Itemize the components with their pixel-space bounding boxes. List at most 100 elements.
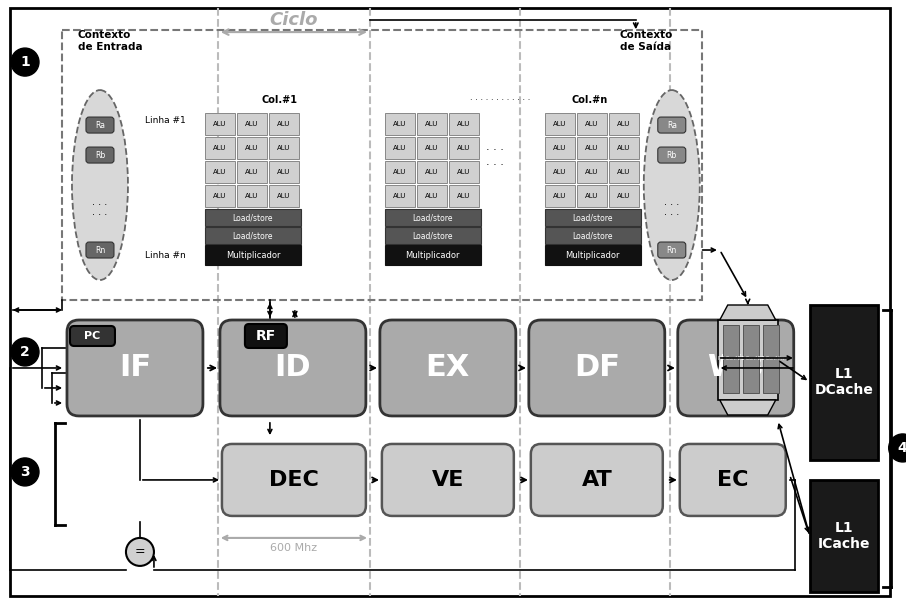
- Text: PC Conf#1: PC Conf#1: [718, 356, 744, 361]
- Ellipse shape: [126, 538, 154, 566]
- FancyBboxPatch shape: [86, 242, 114, 258]
- Text: 4: 4: [898, 441, 906, 455]
- FancyBboxPatch shape: [678, 320, 794, 416]
- FancyBboxPatch shape: [86, 117, 114, 133]
- Text: Rb: Rb: [95, 151, 105, 160]
- Bar: [417, 185, 447, 207]
- Bar: [743, 325, 758, 393]
- Bar: [205, 161, 235, 183]
- Text: · · ·: · · ·: [92, 210, 108, 220]
- Text: ALU: ALU: [585, 193, 599, 199]
- Text: ALU: ALU: [458, 145, 470, 151]
- Bar: [385, 245, 481, 265]
- Bar: [385, 227, 481, 244]
- Text: ALU: ALU: [554, 193, 566, 199]
- Ellipse shape: [889, 434, 906, 462]
- FancyBboxPatch shape: [380, 320, 516, 416]
- FancyBboxPatch shape: [381, 444, 514, 516]
- Bar: [417, 113, 447, 135]
- Text: · · · · · · · · · · · ·: · · · · · · · · · · · ·: [469, 95, 530, 104]
- Text: ALU: ALU: [554, 169, 566, 175]
- Text: Ciclo: Ciclo: [270, 11, 318, 29]
- Text: Load/store: Load/store: [412, 231, 453, 240]
- Text: · · ·: · · ·: [664, 210, 680, 220]
- Text: ALU: ALU: [458, 169, 470, 175]
- Text: de Entrada: de Entrada: [78, 42, 142, 52]
- Text: Ra: Ra: [95, 121, 105, 130]
- FancyBboxPatch shape: [531, 444, 663, 516]
- Text: Load/store: Load/store: [412, 213, 453, 222]
- Polygon shape: [719, 305, 776, 320]
- Bar: [545, 245, 641, 265]
- Bar: [545, 209, 641, 226]
- Text: 2: 2: [20, 345, 30, 359]
- Text: ALU: ALU: [277, 145, 291, 151]
- Text: PC Conf#2: PC Conf#2: [737, 356, 764, 361]
- Text: ALU: ALU: [585, 145, 599, 151]
- Bar: [448, 185, 479, 207]
- Bar: [205, 245, 301, 265]
- Text: ALU: ALU: [554, 145, 566, 151]
- Bar: [205, 137, 235, 159]
- Text: IF: IF: [119, 353, 151, 382]
- Bar: [577, 137, 607, 159]
- Text: Multiplicador: Multiplicador: [406, 250, 460, 259]
- Text: · · ·: · · ·: [486, 145, 504, 155]
- Text: Load/store: Load/store: [233, 213, 274, 222]
- Text: Rn: Rn: [667, 245, 677, 254]
- Bar: [237, 113, 267, 135]
- Text: ALU: ALU: [425, 169, 439, 175]
- Bar: [269, 161, 299, 183]
- Bar: [609, 161, 639, 183]
- Ellipse shape: [72, 90, 128, 280]
- Bar: [545, 227, 641, 244]
- Text: ALU: ALU: [617, 169, 631, 175]
- Bar: [237, 161, 267, 183]
- Bar: [810, 305, 878, 460]
- Text: ALU: ALU: [213, 193, 226, 199]
- Bar: [609, 113, 639, 135]
- Text: DF: DF: [573, 353, 620, 382]
- Text: ALU: ALU: [458, 121, 470, 127]
- Bar: [448, 113, 479, 135]
- Bar: [237, 137, 267, 159]
- Bar: [577, 113, 607, 135]
- Text: L1
ICache: L1 ICache: [817, 521, 870, 551]
- Text: Contexto: Contexto: [78, 30, 131, 40]
- Bar: [385, 209, 481, 226]
- Polygon shape: [719, 400, 776, 415]
- Bar: [269, 185, 299, 207]
- FancyBboxPatch shape: [67, 320, 203, 416]
- Text: AT: AT: [582, 470, 612, 490]
- Text: =: =: [135, 546, 145, 558]
- Bar: [205, 209, 301, 226]
- Text: ALU: ALU: [246, 193, 258, 199]
- Text: DEC: DEC: [269, 470, 319, 490]
- Text: ALU: ALU: [617, 145, 631, 151]
- Bar: [609, 185, 639, 207]
- Ellipse shape: [11, 48, 39, 76]
- Text: · · ·: · · ·: [664, 200, 680, 210]
- Text: ALU: ALU: [425, 145, 439, 151]
- Text: Rb: Rb: [667, 151, 677, 160]
- Text: Contexto: Contexto: [620, 30, 673, 40]
- Text: ALU: ALU: [277, 121, 291, 127]
- Bar: [448, 137, 479, 159]
- Bar: [545, 185, 574, 207]
- Text: PC: PC: [84, 331, 100, 341]
- Text: de Saída: de Saída: [620, 42, 671, 52]
- Text: Load/store: Load/store: [573, 213, 613, 222]
- FancyBboxPatch shape: [86, 147, 114, 163]
- Bar: [385, 185, 415, 207]
- Bar: [385, 161, 415, 183]
- Ellipse shape: [11, 338, 39, 366]
- Text: L1
DCache: L1 DCache: [814, 367, 873, 397]
- Text: · · ·: · · ·: [486, 160, 504, 170]
- Text: Rn: Rn: [95, 245, 105, 254]
- Text: 1: 1: [20, 55, 30, 69]
- Text: ALU: ALU: [425, 193, 439, 199]
- Text: ALU: ALU: [277, 193, 291, 199]
- Bar: [385, 137, 415, 159]
- Text: Multiplicador: Multiplicador: [226, 250, 280, 259]
- Text: ALU: ALU: [213, 145, 226, 151]
